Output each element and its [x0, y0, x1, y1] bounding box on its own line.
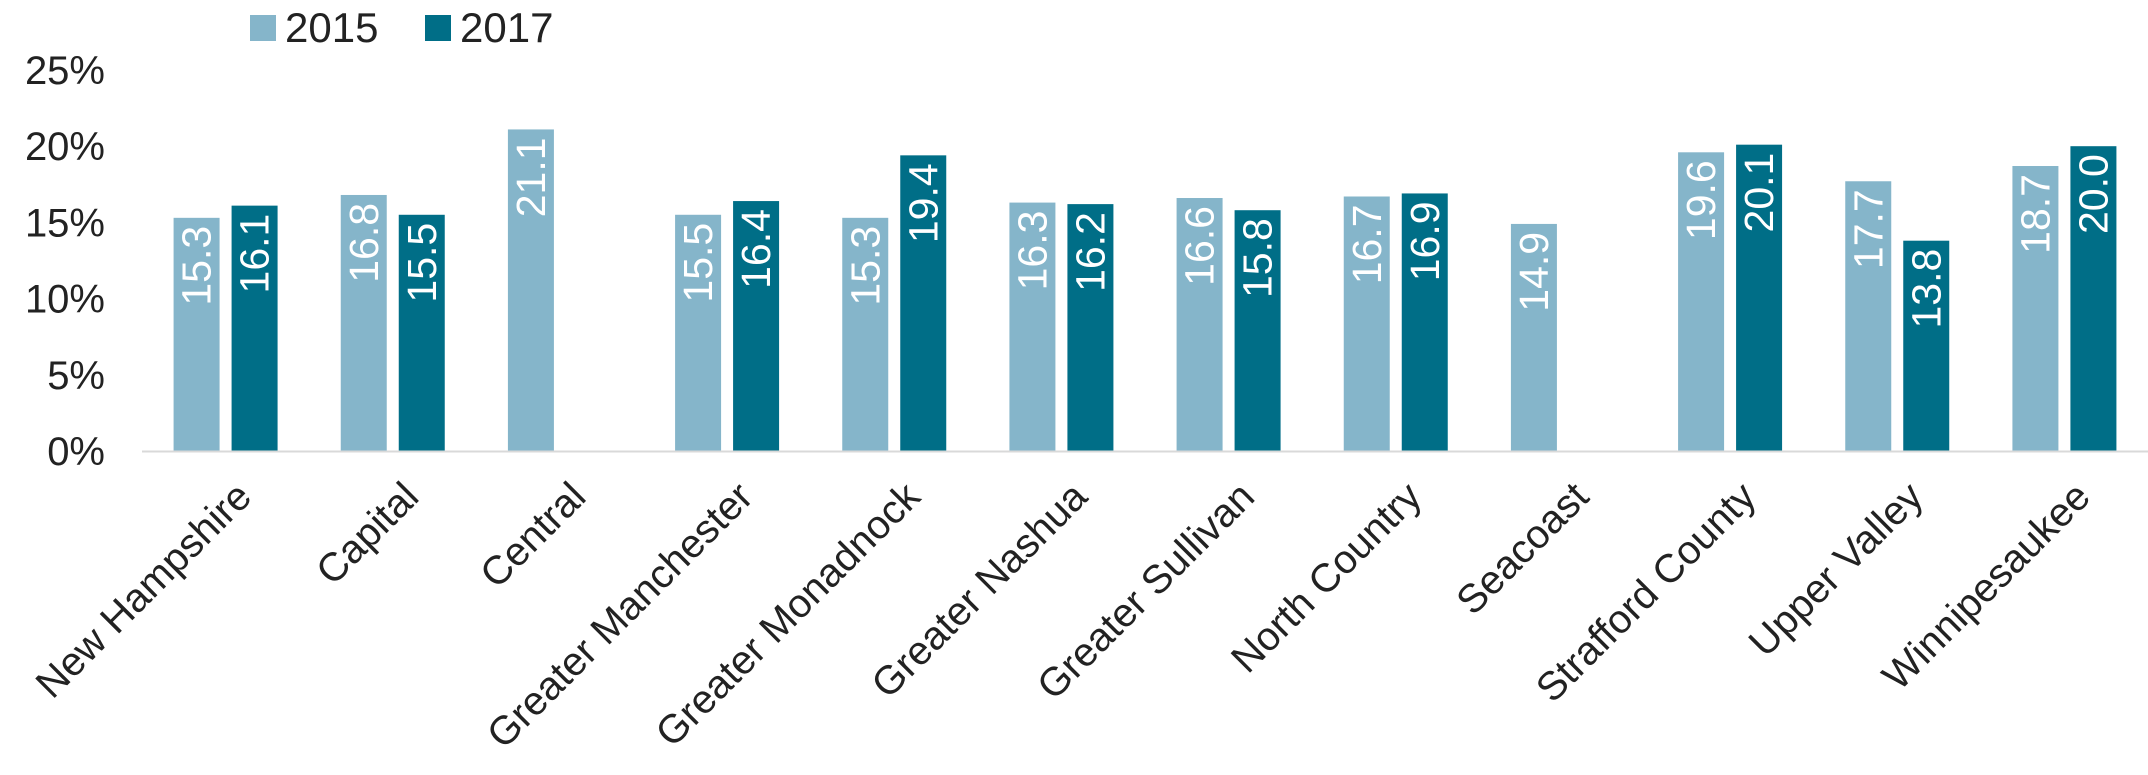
- bar-2017: [733, 201, 780, 451]
- data-label: 15.5: [399, 223, 445, 303]
- data-label: 20.1: [1736, 153, 1782, 233]
- legend-label-2017: 2017: [460, 4, 553, 51]
- bar-2015: [1343, 196, 1390, 451]
- y-axis: 0% 5% 10% 15% 20% 25%: [25, 49, 105, 474]
- legend: 2015 2017: [250, 4, 553, 51]
- y-tick-label: 0%: [47, 430, 105, 474]
- bar-2015: [507, 129, 554, 451]
- x-category-label: Capital: [308, 474, 427, 593]
- bar-2015: [173, 217, 220, 451]
- bars: [173, 129, 2117, 451]
- bar-2015: [1009, 202, 1056, 451]
- bar-2015: [842, 217, 889, 451]
- bar-2017: [398, 214, 445, 451]
- data-label: 15.3: [174, 226, 220, 306]
- x-category-label: Upper Valley: [1741, 474, 1932, 665]
- data-label: 16.2: [1067, 212, 1113, 292]
- bar-2015: [1510, 223, 1557, 451]
- data-label: 19.4: [900, 163, 946, 243]
- data-label: 13.8: [1903, 249, 1949, 329]
- data-label: 18.7: [2012, 174, 2058, 254]
- y-tick-label: 15%: [25, 201, 105, 245]
- data-label: 15.8: [1235, 218, 1281, 298]
- data-label: 19.6: [1678, 160, 1724, 240]
- bar-2017: [1067, 204, 1114, 451]
- bar-2015: [1845, 181, 1892, 451]
- bar-2015: [340, 194, 387, 451]
- bar-2017: [1234, 210, 1281, 451]
- data-label: 15.3: [842, 226, 888, 306]
- data-labels: 15.3 16.1 16.8 15.5 21.1 15.5 16.4 15.3 19.4 16.3…: [174, 137, 2117, 328]
- x-category-label: Central: [472, 474, 594, 596]
- y-tick-label: 5%: [47, 354, 105, 398]
- data-label: 16.7: [1344, 204, 1390, 284]
- bar-2017: [1736, 144, 1783, 451]
- bar-2015: [2012, 166, 2059, 451]
- x-category-label: Seacoast: [1448, 474, 1597, 623]
- legend-label-2015: 2015: [285, 4, 378, 51]
- data-label: 16.9: [1402, 201, 1448, 281]
- y-tick-label: 25%: [25, 49, 105, 93]
- bar-2015: [1678, 152, 1725, 451]
- data-label: 17.7: [1845, 189, 1891, 269]
- legend-swatch-2015: [250, 15, 276, 41]
- bar-2017: [231, 205, 278, 451]
- data-label: 21.1: [508, 137, 554, 217]
- data-label: 16.3: [1009, 211, 1055, 291]
- bar-2017: [1903, 240, 1950, 451]
- data-label: 16.6: [1177, 206, 1223, 286]
- bar-2015: [1176, 198, 1223, 451]
- y-tick-label: 10%: [25, 278, 105, 322]
- bar-2017: [1401, 193, 1448, 451]
- bar-2017: [2070, 146, 2117, 451]
- data-label: 16.8: [341, 203, 387, 283]
- data-label: 15.5: [675, 223, 721, 303]
- y-tick-label: 20%: [25, 125, 105, 169]
- bar-2015: [675, 214, 722, 451]
- data-label: 16.4: [733, 209, 779, 289]
- x-category-label: New Hampshire: [28, 474, 260, 706]
- legend-swatch-2017: [425, 15, 451, 41]
- data-label: 16.1: [232, 214, 278, 294]
- data-label: 14.9: [1511, 232, 1557, 312]
- bar-2017: [900, 155, 947, 451]
- data-label: 20.0: [2070, 154, 2116, 234]
